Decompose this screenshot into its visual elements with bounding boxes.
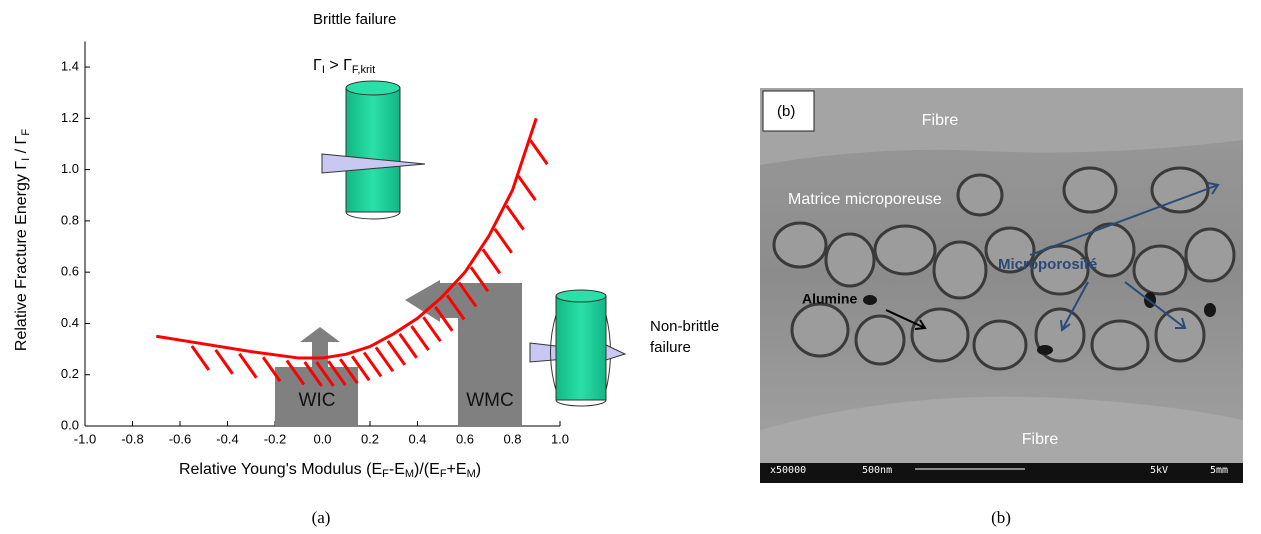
hatch [190, 345, 211, 371]
hatch [261, 356, 282, 383]
label-part: )/(E [414, 461, 440, 478]
x-tick-label: 0.4 [408, 431, 426, 446]
hatch [505, 204, 525, 231]
porosity-label: Microporosité [998, 256, 1097, 273]
scale-text: 500nm [862, 465, 892, 476]
y-tick-label: 0.2 [61, 366, 79, 381]
fibre-label: Fibre [1022, 431, 1059, 448]
subscript: M [405, 468, 414, 480]
x-tick-label: -1.0 [74, 431, 96, 446]
brittle-icon [321, 80, 426, 220]
y-tick-label: 0.6 [61, 264, 79, 279]
hatch [362, 351, 383, 378]
subscript: M [467, 468, 476, 480]
hatch [386, 340, 407, 366]
chart-a: 0.0 0.2 0.4 0.6 0.8 1.0 1.2 1.4 -1.0 -0.8 -0.6 -0.4… [13, 11, 719, 480]
hatch [457, 281, 478, 308]
hatch [481, 248, 502, 275]
x-tick-label: -0.4 [216, 431, 238, 446]
subscript: F [20, 129, 32, 136]
y-tick-label: 1.2 [61, 110, 79, 125]
hatch [327, 360, 347, 386]
hatch [285, 359, 306, 386]
line [156, 117, 538, 360]
label-part: -E [389, 461, 405, 478]
alumina-label: Alumine [802, 291, 857, 307]
hatch [398, 332, 418, 359]
y-tick-label: 1.4 [61, 58, 79, 73]
label-part: Γ [313, 57, 322, 74]
hatch [445, 294, 466, 321]
hatch [493, 227, 513, 254]
x-tick-label: 1.0 [551, 431, 569, 446]
hatch [469, 266, 490, 293]
y-axis-label: Relative Fracture Energy ΓI / ΓF [13, 129, 32, 351]
sem-image [760, 88, 1243, 483]
label-part: ) [476, 461, 481, 478]
x-tick-label: 0.6 [456, 431, 474, 446]
annotation: Non-brittle [650, 318, 719, 335]
scale-text: 5kV [1150, 465, 1168, 476]
label-part: +E [447, 461, 467, 478]
subscript: I [322, 64, 325, 76]
annotation: Brittle failure [313, 11, 396, 28]
caption: (b) [991, 508, 1011, 527]
x-tick-label: 0.8 [503, 431, 521, 446]
y-tick-label: 0.0 [61, 417, 79, 432]
wmc-arrow [405, 280, 522, 426]
hatch [434, 306, 454, 332]
caption: (a) [312, 508, 331, 527]
x-tick-label: 0.2 [361, 431, 379, 446]
subscript: F,krit [352, 64, 375, 76]
label-part: Relative Young's Modulus (E [179, 461, 382, 478]
panel-tag: (b) [777, 103, 795, 120]
x-tick-label: -0.2 [264, 431, 286, 446]
annotation: WIC [299, 390, 336, 411]
label-part: > Γ [325, 57, 352, 74]
subscript: F [440, 468, 447, 480]
hatch [339, 358, 359, 385]
x-axis-label: Relative Young's Modulus (EF-EM)/(EF+EM) [179, 461, 481, 480]
hatch [517, 175, 537, 202]
scale-text: 5mm [1210, 465, 1228, 476]
non-brittle-icon [529, 289, 627, 407]
x-tick-label: -0.8 [121, 431, 143, 446]
subscript: I [20, 158, 32, 161]
scale-text: x50000 [770, 465, 806, 476]
matrix-label: Matrice microporeuse [788, 191, 942, 208]
y-tick-label: 0.8 [61, 212, 79, 227]
label-part: / Γ [13, 135, 30, 157]
hatch [422, 316, 442, 343]
x-tick-label: 0.0 [313, 431, 331, 446]
annotation: WMC [466, 390, 513, 411]
fibre-label: Fibre [922, 112, 959, 129]
annotation: failure [650, 339, 691, 356]
hatch [410, 325, 430, 352]
y-tick-label: 0.4 [61, 315, 79, 330]
label-part: Relative Fracture Energy Γ [13, 161, 30, 351]
hatch [350, 355, 371, 382]
annotation: ΓI > ΓF,krit [313, 57, 375, 76]
hatch [214, 349, 234, 375]
hatch [529, 139, 549, 166]
hatch [238, 352, 258, 379]
x-tick-label: -0.6 [169, 431, 191, 446]
y-tick-label: 1.0 [61, 161, 79, 176]
subscript: F [382, 468, 389, 480]
hatch [303, 361, 323, 387]
hatch [374, 346, 395, 373]
hatch [315, 361, 335, 387]
